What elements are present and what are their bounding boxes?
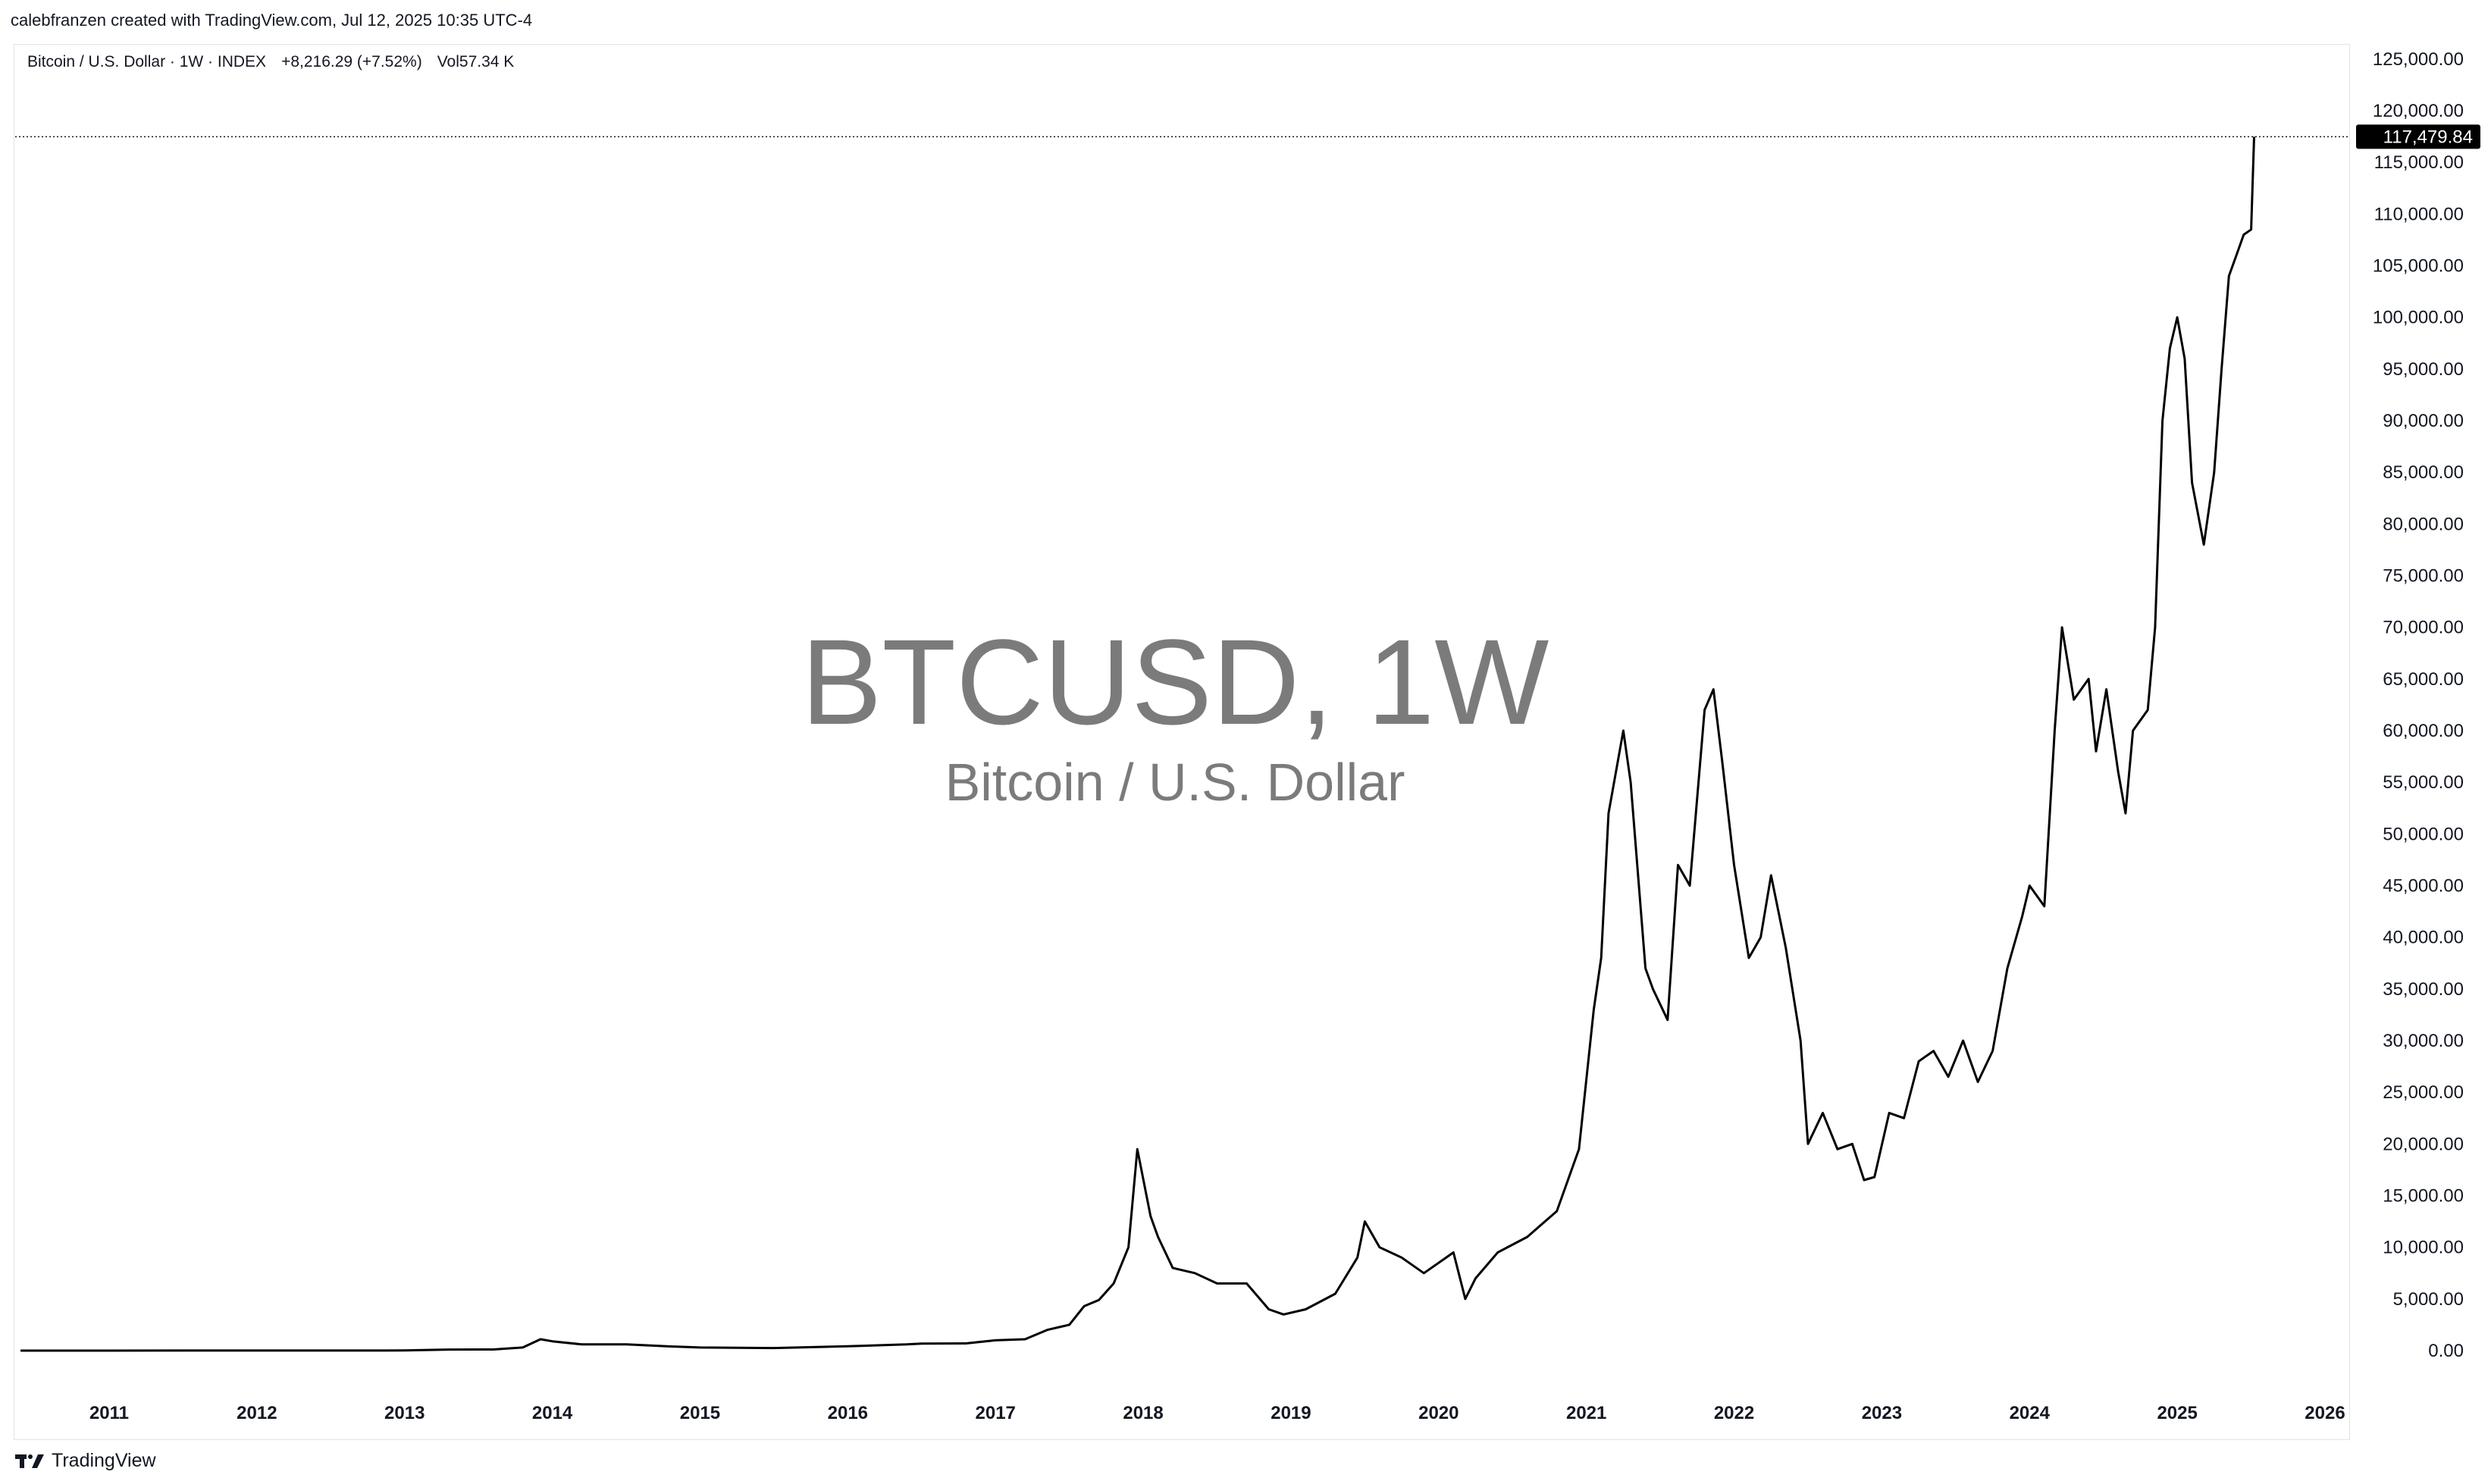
last-price-line-layer: 117,479.84 [15,124,2480,149]
symbol-legend-change: +8,216.29 (+7.52%) [281,53,422,70]
y-tick-label: 70,000.00 [2383,618,2464,638]
y-tick-label: 120,000.00 [2373,101,2464,121]
symbol-legend-volume: Vol57.34 K [437,53,515,70]
y-tick-label: 15,000.00 [2383,1186,2464,1207]
watermark-title: BTCUSD, 1W [801,614,1549,750]
y-tick-label: 5,000.00 [2393,1289,2464,1310]
x-tick-label: 2017 [976,1403,1016,1423]
series-layer [20,136,2255,1352]
x-tick-label: 2021 [1566,1403,1606,1423]
x-tick-label: 2023 [1862,1403,1902,1423]
y-tick-label: 10,000.00 [2383,1238,2464,1258]
x-tick-label: 2020 [1418,1403,1459,1423]
x-tick-label: 2016 [828,1403,868,1423]
symbol-legend: Bitcoin / U.S. Dollar · 1W · INDEX +8,21… [27,53,514,71]
y-tick-label: 40,000.00 [2383,928,2464,948]
y-tick-label: 50,000.00 [2383,824,2464,844]
y-tick-label: 115,000.00 [2374,152,2464,173]
chart-attribution-header: calebfranzen created with TradingView.co… [11,11,533,30]
tradingview-logo-icon [15,1454,44,1468]
y-tick-label: 75,000.00 [2383,566,2464,587]
y-tick-label: 60,000.00 [2383,721,2464,741]
last-price-tag-label: 117,479.84 [2383,127,2473,147]
y-tick-label: 125,000.00 [2373,49,2464,70]
y-tick-label: 35,000.00 [2383,979,2464,1000]
y-tick-label: 110,000.00 [2374,204,2464,224]
x-tick-label: 2015 [680,1403,720,1423]
x-tick-label: 2014 [532,1403,573,1423]
y-tick-label: 20,000.00 [2383,1134,2464,1154]
y-tick-label: 80,000.00 [2383,514,2464,534]
x-tick-label: 2026 [2305,1403,2345,1423]
y-tick-label: 30,000.00 [2383,1031,2464,1051]
x-tick-label: 2018 [1123,1403,1163,1423]
y-tick-label: 90,000.00 [2383,411,2464,431]
y-tick-label: 55,000.00 [2383,772,2464,793]
y-tick-label: 0.00 [2428,1341,2464,1361]
y-axis[interactable]: 0.00 5,000.00 10,000.00 15,000.00 20,000.00 2… [2373,49,2464,1361]
x-tick-label: 2012 [237,1403,277,1423]
x-tick-label: 2022 [1714,1403,1754,1423]
y-tick-label: 85,000.00 [2383,462,2464,483]
chart-frame[interactable] [14,44,2350,1440]
x-tick-label: 2025 [2157,1403,2197,1423]
y-tick-label: 45,000.00 [2383,876,2464,897]
x-tick-label: 2024 [2010,1403,2051,1423]
y-tick-label: 25,000.00 [2383,1082,2464,1103]
watermark-subtitle: Bitcoin / U.S. Dollar [945,753,1405,812]
price-series-line [20,136,2255,1352]
x-tick-label: 2013 [384,1403,425,1423]
y-tick-label: 105,000.00 [2373,256,2464,277]
y-tick-label: 65,000.00 [2383,669,2464,690]
footer-brand-label: TradingView [52,1450,156,1471]
footer-brand[interactable]: TradingView [15,1450,156,1472]
y-tick-label: 95,000.00 [2383,359,2464,380]
y-tick-label: 100,000.00 [2373,308,2464,328]
x-tick-label: 2019 [1271,1403,1311,1423]
symbol-legend-name[interactable]: Bitcoin / U.S. Dollar · 1W · INDEX [27,53,267,70]
last-price-tag [2356,124,2480,149]
x-axis[interactable]: 2011 2012 2013 2014 2015 2016 2017 2018 2019 2020… [89,1403,2345,1423]
x-tick-label: 2011 [89,1403,129,1423]
